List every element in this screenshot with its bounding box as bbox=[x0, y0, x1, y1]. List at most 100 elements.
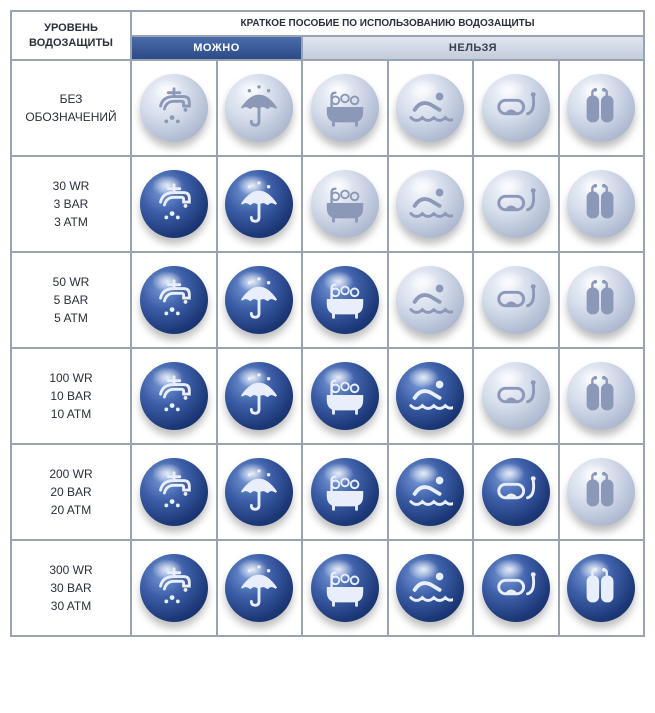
activity-cell-swim bbox=[388, 540, 474, 636]
swim-icon bbox=[396, 74, 464, 142]
activity-cell-swim bbox=[388, 444, 474, 540]
bath-icon bbox=[311, 170, 379, 238]
faucet-icon bbox=[140, 74, 208, 142]
swim-icon bbox=[396, 554, 464, 622]
snorkel-icon bbox=[482, 170, 550, 238]
snorkel-icon bbox=[482, 458, 550, 526]
scuba-icon bbox=[567, 74, 635, 142]
activity-cell-scuba bbox=[559, 60, 645, 156]
bath-icon bbox=[311, 458, 379, 526]
bath-icon bbox=[311, 362, 379, 430]
row-label-line: БЕЗ bbox=[60, 90, 83, 108]
activity-cell-umbrella bbox=[217, 60, 303, 156]
scuba-icon bbox=[567, 266, 635, 334]
row-label-line: 10 ATM bbox=[51, 405, 91, 423]
col-header-allowed: МОЖНО bbox=[131, 36, 302, 60]
row-label-line: 30 ATM bbox=[51, 597, 91, 615]
activity-cell-umbrella bbox=[217, 540, 303, 636]
row-label: БЕЗОБОЗНАЧЕНИЙ bbox=[11, 60, 131, 156]
snorkel-icon bbox=[482, 362, 550, 430]
activity-cell-faucet bbox=[131, 156, 217, 252]
bath-icon bbox=[311, 74, 379, 142]
swim-icon bbox=[396, 458, 464, 526]
col-header-notallowed: НЕЛЬЗЯ bbox=[302, 36, 644, 60]
bath-icon bbox=[311, 266, 379, 334]
row-label: 300 WR30 BAR30 ATM bbox=[11, 540, 131, 636]
water-resistance-table: УРОВЕНЬ ВОДОЗАЩИТЫ КРАТКОЕ ПОСОБИЕ ПО ИС… bbox=[10, 10, 645, 637]
faucet-icon bbox=[140, 362, 208, 430]
activity-cell-umbrella bbox=[217, 156, 303, 252]
col-header-level: УРОВЕНЬ ВОДОЗАЩИТЫ bbox=[11, 11, 131, 60]
row-label-line: 5 BAR bbox=[54, 291, 89, 309]
activity-cell-umbrella bbox=[217, 348, 303, 444]
umbrella-icon bbox=[225, 266, 293, 334]
row-label-line: 50 WR bbox=[53, 273, 90, 291]
swim-icon bbox=[396, 266, 464, 334]
activity-cell-scuba bbox=[559, 444, 645, 540]
row-label-line: 10 BAR bbox=[50, 387, 91, 405]
scuba-icon bbox=[567, 458, 635, 526]
scuba-icon bbox=[567, 170, 635, 238]
activity-cell-bath bbox=[302, 156, 388, 252]
activity-cell-umbrella bbox=[217, 252, 303, 348]
snorkel-icon bbox=[482, 266, 550, 334]
activity-cell-snorkel bbox=[473, 540, 559, 636]
activity-cell-umbrella bbox=[217, 444, 303, 540]
activity-cell-scuba bbox=[559, 156, 645, 252]
umbrella-icon bbox=[225, 170, 293, 238]
activity-cell-swim bbox=[388, 348, 474, 444]
swim-icon bbox=[396, 170, 464, 238]
row-label-line: 300 WR bbox=[49, 561, 92, 579]
bath-icon bbox=[311, 554, 379, 622]
row-label: 30 WR3 BAR3 ATM bbox=[11, 156, 131, 252]
activity-cell-bath bbox=[302, 60, 388, 156]
activity-cell-swim bbox=[388, 156, 474, 252]
faucet-icon bbox=[140, 458, 208, 526]
umbrella-icon bbox=[225, 362, 293, 430]
snorkel-icon bbox=[482, 74, 550, 142]
activity-cell-faucet bbox=[131, 60, 217, 156]
col-header-level-text: УРОВЕНЬ ВОДОЗАЩИТЫ bbox=[29, 21, 113, 50]
snorkel-icon bbox=[482, 554, 550, 622]
activity-cell-snorkel bbox=[473, 444, 559, 540]
activity-cell-snorkel bbox=[473, 156, 559, 252]
activity-cell-scuba bbox=[559, 540, 645, 636]
scuba-icon bbox=[567, 554, 635, 622]
scuba-icon bbox=[567, 362, 635, 430]
row-label-line: 20 ATM bbox=[51, 501, 91, 519]
umbrella-icon bbox=[225, 458, 293, 526]
activity-cell-bath bbox=[302, 444, 388, 540]
activity-cell-faucet bbox=[131, 348, 217, 444]
activity-cell-snorkel bbox=[473, 252, 559, 348]
row-label-line: 200 WR bbox=[49, 465, 92, 483]
row-label: 100 WR10 BAR10 ATM bbox=[11, 348, 131, 444]
row-label-line: 3 ATM bbox=[54, 213, 88, 231]
row-label-line: 3 BAR bbox=[54, 195, 89, 213]
activity-cell-bath bbox=[302, 252, 388, 348]
activity-cell-snorkel bbox=[473, 348, 559, 444]
table-title: КРАТКОЕ ПОСОБИЕ ПО ИСПОЛЬЗОВАНИЮ ВОДОЗАЩ… bbox=[131, 11, 644, 36]
activity-cell-swim bbox=[388, 60, 474, 156]
swim-icon bbox=[396, 362, 464, 430]
faucet-icon bbox=[140, 266, 208, 334]
activity-cell-bath bbox=[302, 348, 388, 444]
row-label-line: 100 WR bbox=[49, 369, 92, 387]
activity-cell-faucet bbox=[131, 252, 217, 348]
umbrella-icon bbox=[225, 74, 293, 142]
row-label: 200 WR20 BAR20 ATM bbox=[11, 444, 131, 540]
activity-cell-swim bbox=[388, 252, 474, 348]
faucet-icon bbox=[140, 554, 208, 622]
activity-cell-scuba bbox=[559, 348, 645, 444]
faucet-icon bbox=[140, 170, 208, 238]
row-label: 50 WR5 BAR5 ATM bbox=[11, 252, 131, 348]
activity-cell-snorkel bbox=[473, 60, 559, 156]
row-label-line: ОБОЗНАЧЕНИЙ bbox=[25, 108, 116, 126]
activity-cell-faucet bbox=[131, 540, 217, 636]
activity-cell-faucet bbox=[131, 444, 217, 540]
umbrella-icon bbox=[225, 554, 293, 622]
activity-cell-bath bbox=[302, 540, 388, 636]
activity-cell-scuba bbox=[559, 252, 645, 348]
row-label-line: 30 BAR bbox=[50, 579, 91, 597]
row-label-line: 20 BAR bbox=[50, 483, 91, 501]
row-label-line: 5 ATM bbox=[54, 309, 88, 327]
